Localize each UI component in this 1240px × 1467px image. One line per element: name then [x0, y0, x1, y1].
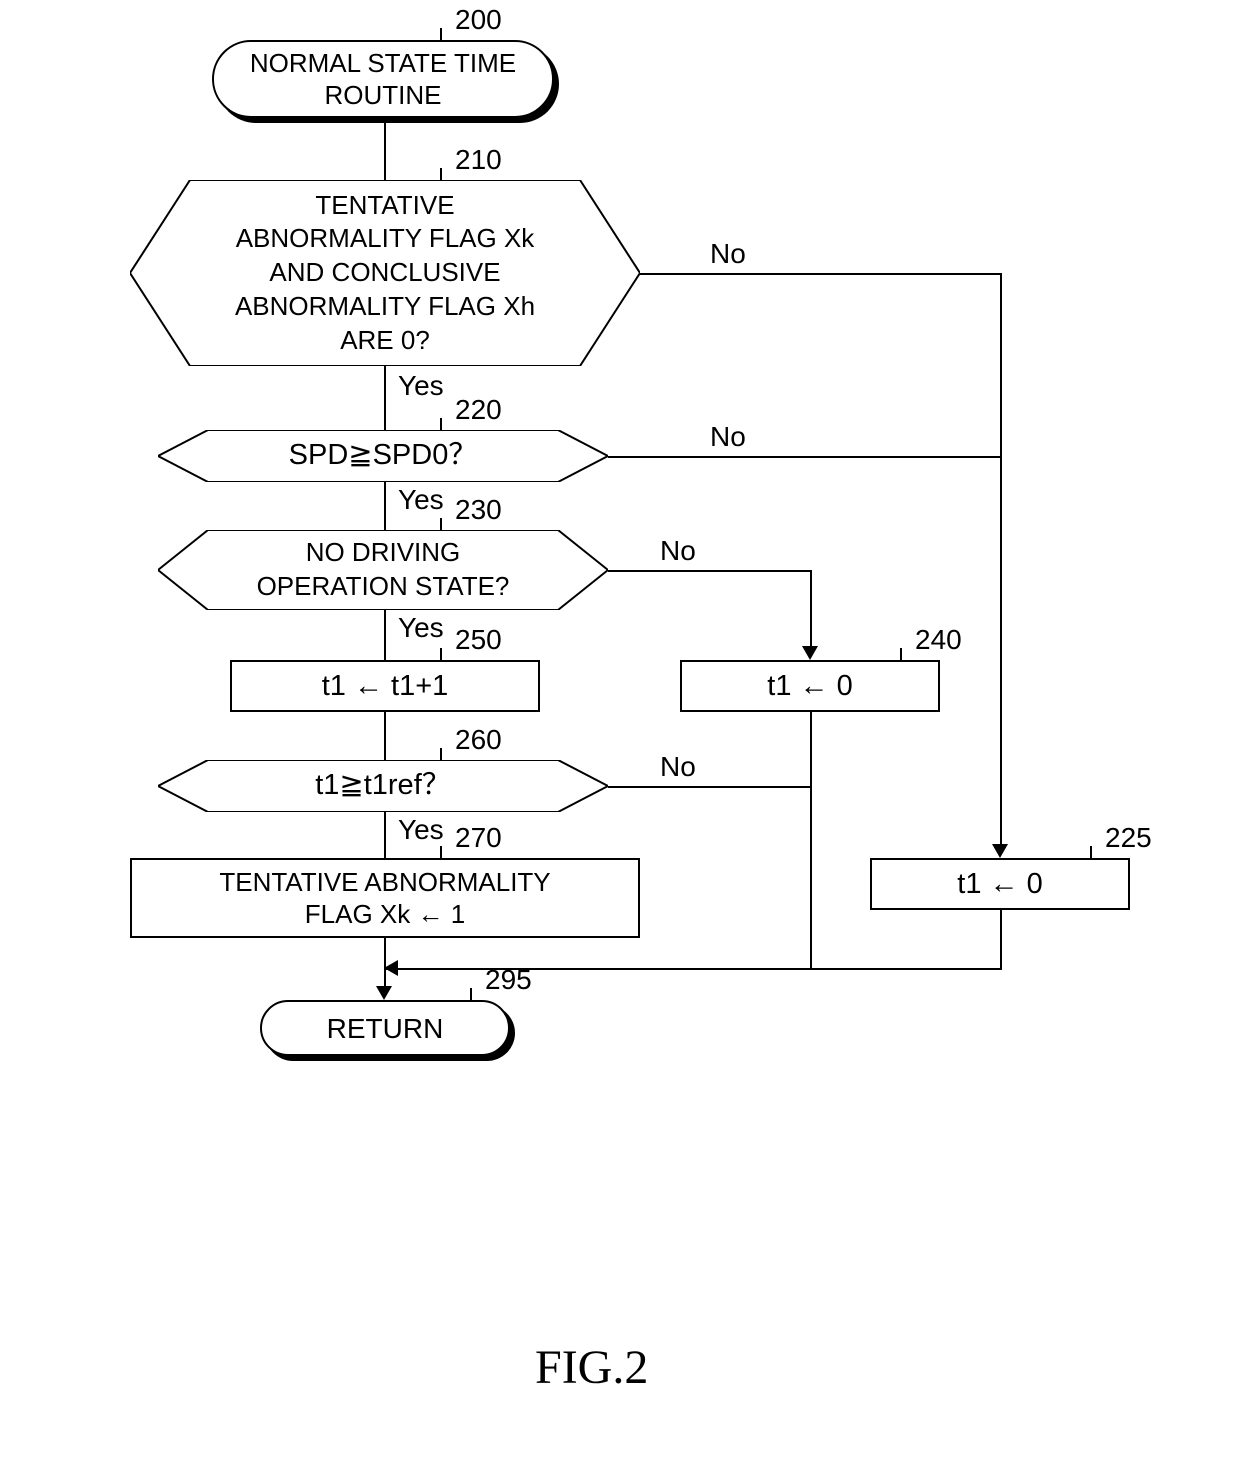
ref-tick-240: [900, 648, 902, 660]
edge-225-merge-v: [1000, 910, 1002, 968]
edge-210-no-h: [640, 273, 1000, 275]
ref-label-260: 260: [455, 724, 502, 756]
label-yes-260: Yes: [398, 814, 444, 846]
ref-label-230: 230: [455, 494, 502, 526]
terminator-start: NORMAL STATE TIME ROUTINE: [212, 40, 554, 118]
ref-tick-210: [440, 168, 442, 180]
arrow-into-295: [376, 986, 392, 1000]
decision-260: [158, 760, 608, 812]
arrow-into-240: [802, 646, 818, 660]
process-240: t1 ← 0: [680, 660, 940, 712]
process-225: t1 ← 0: [870, 858, 1130, 910]
process-270-text: TENTATIVE ABNORMALITY FLAG Xk ← 1: [219, 866, 550, 931]
ref-tick-200: [440, 28, 442, 40]
ref-label-240: 240: [915, 624, 962, 656]
process-225-text: t1 ← 0: [957, 866, 1042, 902]
terminator-start-text: NORMAL STATE TIME ROUTINE: [250, 47, 516, 112]
edge-230-no-h: [608, 570, 810, 572]
label-yes-210: Yes: [398, 370, 444, 402]
edge-210-220: [384, 366, 386, 430]
ref-tick-230: [440, 518, 442, 530]
edge-merge-h: [384, 968, 1002, 970]
ref-tick-295: [470, 988, 472, 1000]
edge-200-210: [384, 123, 386, 180]
label-no-260: No: [660, 751, 696, 783]
ref-tick-270: [440, 846, 442, 858]
label-no-210: No: [710, 238, 746, 270]
ref-tick-250: [440, 648, 442, 660]
ref-tick-225: [1090, 846, 1092, 858]
decision-220: [158, 430, 608, 482]
ref-tick-260: [440, 748, 442, 760]
arrow-into-225: [992, 844, 1008, 858]
terminator-return-text: RETURN: [327, 1011, 444, 1046]
figure-caption: FIG.2: [535, 1340, 648, 1395]
edge-220-230: [384, 482, 386, 530]
edge-250-260: [384, 712, 386, 760]
label-yes-220: Yes: [398, 484, 444, 516]
edge-210-no-v: [1000, 273, 1002, 844]
ref-label-270: 270: [455, 822, 502, 854]
ref-tick-220: [440, 418, 442, 430]
edge-240-merge-v: [810, 712, 812, 968]
ref-label-210: 210: [455, 144, 502, 176]
decision-210: [130, 180, 640, 366]
arrow-merge-left: [384, 960, 398, 976]
edge-260-270: [384, 812, 386, 858]
edge-230-250: [384, 610, 386, 660]
process-250: t1 ← t1+1: [230, 660, 540, 712]
ref-label-200: 200: [455, 4, 502, 36]
edge-220-no-h: [608, 456, 1000, 458]
process-240-text: t1 ← 0: [767, 668, 852, 704]
label-yes-230: Yes: [398, 612, 444, 644]
ref-label-250: 250: [455, 624, 502, 656]
label-no-220: No: [710, 421, 746, 453]
label-no-230: No: [660, 535, 696, 567]
edge-230-no-v: [810, 570, 812, 646]
edge-260-no-h: [608, 786, 810, 788]
decision-230: [158, 530, 608, 610]
terminator-return: RETURN: [260, 1000, 510, 1056]
process-270: TENTATIVE ABNORMALITY FLAG Xk ← 1: [130, 858, 640, 938]
process-250-text: t1 ← t1+1: [322, 668, 449, 704]
ref-label-220: 220: [455, 394, 502, 426]
ref-label-225: 225: [1105, 822, 1152, 854]
